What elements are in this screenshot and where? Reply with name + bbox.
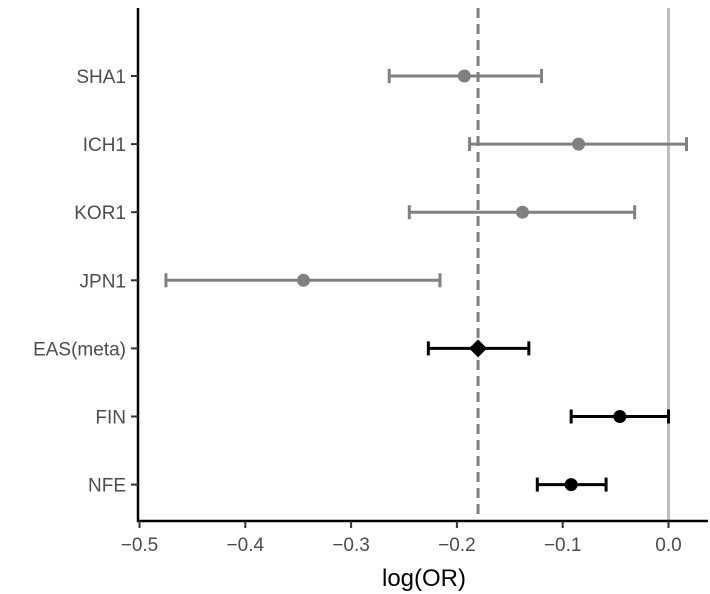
pooled-estimate-point (469, 339, 488, 358)
y-tick-label: SHA1 (76, 67, 126, 88)
estimate-point (613, 410, 627, 423)
y-tick-label: KOR1 (74, 203, 126, 224)
y-tick-label: NFE (88, 476, 126, 497)
y-tick-labels: SHA1 ICH1 KOR1 JPN1 EAS(meta) FIN NFE (33, 67, 126, 497)
estimate-point (572, 137, 586, 151)
x-tick-labels: −0.5 −0.4 −0.3 −0.2 −0.1 0.0 (121, 535, 682, 556)
y-tick-label: JPN1 (80, 271, 126, 292)
x-tick-label: 0.0 (655, 535, 681, 556)
y-tick-label: EAS(meta) (33, 339, 126, 360)
estimate-point (564, 478, 578, 492)
x-tick-label: −0.1 (544, 535, 582, 556)
estimate-point (515, 205, 529, 219)
y-tick-label: FIN (95, 408, 126, 429)
x-tick-label: −0.5 (121, 535, 159, 556)
estimate-point (296, 273, 310, 287)
y-tick-label: ICH1 (83, 135, 126, 156)
estimate-point (457, 69, 471, 83)
x-axis-title: log(OR) (382, 565, 466, 592)
data-marks (164, 69, 688, 492)
x-tick-label: −0.4 (227, 535, 265, 556)
axes (131, 8, 708, 528)
reference-lines (476, 8, 670, 521)
x-tick-label: −0.2 (438, 535, 476, 556)
x-tick-label: −0.3 (332, 535, 370, 556)
